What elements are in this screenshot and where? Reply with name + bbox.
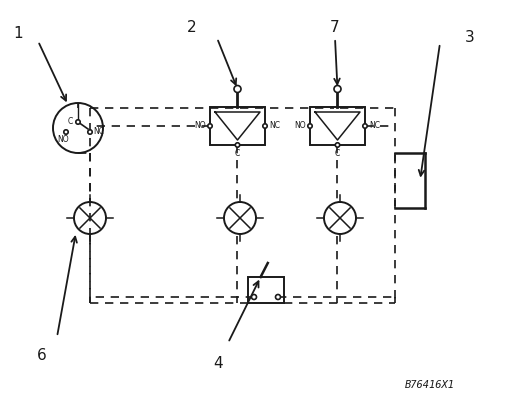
Text: NC: NC <box>268 121 279 131</box>
Text: 4: 4 <box>213 355 222 370</box>
Text: NO: NO <box>194 121 206 131</box>
Text: NC: NC <box>93 127 104 137</box>
Circle shape <box>251 295 256 299</box>
Circle shape <box>362 124 366 128</box>
Circle shape <box>334 143 339 147</box>
Circle shape <box>307 124 312 128</box>
Text: 7: 7 <box>329 21 339 35</box>
Circle shape <box>88 130 92 134</box>
Bar <box>309 107 364 145</box>
Bar <box>210 107 265 145</box>
Circle shape <box>234 85 241 93</box>
Text: 1: 1 <box>13 25 23 40</box>
Text: NO: NO <box>57 135 69 143</box>
Text: C: C <box>235 149 240 158</box>
Circle shape <box>76 120 80 124</box>
Text: 2: 2 <box>187 21 196 35</box>
Circle shape <box>207 124 212 128</box>
Circle shape <box>64 130 68 134</box>
Circle shape <box>275 295 280 299</box>
Circle shape <box>262 124 267 128</box>
Text: C: C <box>68 116 73 125</box>
Circle shape <box>235 143 239 147</box>
Text: 6: 6 <box>37 347 47 363</box>
Text: B76416X1: B76416X1 <box>404 380 454 390</box>
Text: C: C <box>334 149 340 158</box>
Text: NC: NC <box>369 121 379 131</box>
Text: 3: 3 <box>464 31 474 46</box>
Bar <box>247 277 284 303</box>
Text: NO: NO <box>294 121 305 131</box>
Circle shape <box>333 85 341 93</box>
